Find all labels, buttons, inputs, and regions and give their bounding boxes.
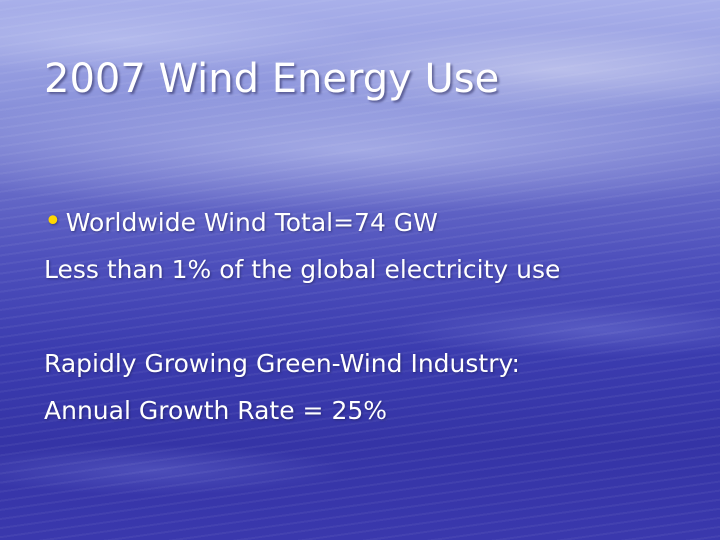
worldwide-total-text: Worldwide Wind Total=74 GW [65, 208, 438, 237]
bullet-icon: • [44, 204, 62, 239]
slide-title: 2007 Wind Energy Use [44, 56, 500, 102]
slide-body: • Worldwide Wind Total=74 GW Less than 1%… [44, 198, 704, 434]
growth-rate-text: Annual Growth Rate = 25% [44, 396, 388, 425]
bullet-line-worldwide-total: • Worldwide Wind Total=74 GW [44, 198, 704, 246]
industry-growth-text: Rapidly Growing Green-Wind Industry: [44, 349, 520, 378]
global-share-text: Less than 1% of the global electricity u… [44, 255, 561, 284]
spacer [44, 293, 704, 340]
